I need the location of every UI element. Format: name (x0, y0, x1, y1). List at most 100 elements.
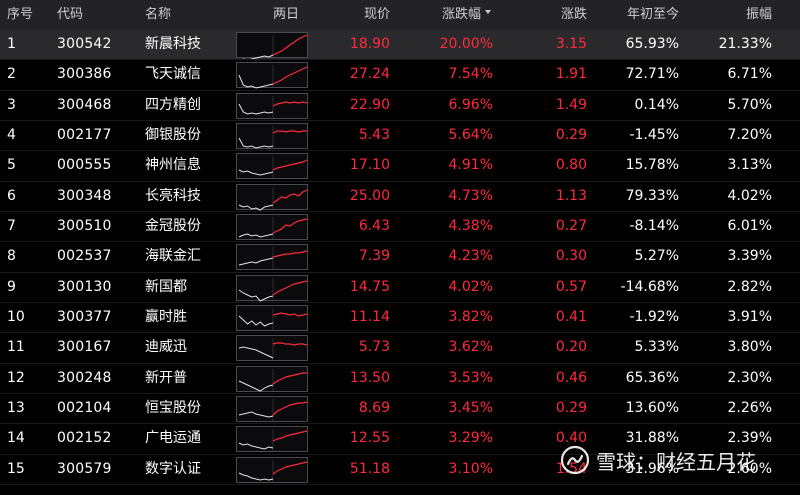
amplitude: 2.30% (727, 369, 772, 386)
two-day-sparkline (236, 183, 308, 211)
row-index: 15 (7, 460, 25, 477)
two-day-sparkline (236, 244, 308, 271)
stock-name: 四方精创 (145, 96, 201, 113)
change-amount: 0.80 (555, 157, 587, 174)
table-row[interactable]: 4 002177 御银股份 5.43 5.64% 0.29 -1.45% 7.20% (0, 121, 800, 152)
stock-name: 飞天诚信 (145, 66, 201, 83)
header-index[interactable]: 序号 (7, 7, 34, 22)
table-row[interactable]: 13 002104 恒宝股份 8.69 3.45% 0.29 13.60% 2.26% (0, 394, 800, 425)
row-index: 14 (7, 430, 25, 447)
table-row[interactable]: 6 300348 长亮科技 25.00 4.73% 1.13 79.33% 4.02% (0, 182, 800, 212)
change-percent: 4.23% (448, 248, 493, 265)
table-row[interactable]: 9 300130 新国都 14.75 4.02% 0.57 -14.68% 2.82% (0, 273, 800, 303)
table-row[interactable]: 2 300386 飞天诚信 27.24 7.54% 1.91 72.71% 6.71% (0, 60, 800, 91)
current-price: 51.18 (349, 460, 390, 477)
two-day-sparkline (236, 213, 308, 240)
two-day-sparkline (236, 32, 308, 64)
two-day-sparkline (236, 456, 308, 483)
ytd-change: -14.68% (620, 278, 679, 295)
table-row[interactable]: 12 300248 新开普 13.50 3.53% 0.46 65.36% 2.30% (0, 364, 800, 394)
stock-code: 300579 (57, 460, 112, 477)
table-row[interactable]: 8 002537 海联金汇 7.39 4.23% 0.30 5.27% 3.39% (0, 242, 800, 273)
amplitude: 6.01% (727, 217, 772, 234)
change-percent: 3.82% (448, 308, 493, 325)
table-row[interactable]: 7 300510 金冠股份 6.43 4.38% 0.27 -8.14% 6.01% (0, 212, 800, 243)
ytd-change: 5.27% (634, 248, 679, 265)
two-day-sparkline (236, 426, 308, 453)
stock-code: 002152 (57, 430, 112, 447)
two-day-sparkline (236, 62, 308, 89)
change-percent: 4.02% (448, 278, 493, 295)
stock-name: 新开普 (145, 369, 187, 386)
change-percent: 6.96% (448, 96, 493, 113)
stock-code: 002104 (57, 399, 112, 416)
ytd-change: 13.60% (625, 399, 679, 416)
header-name[interactable]: 名称 (145, 7, 172, 22)
watermark: 雪球：财经五月花 (560, 440, 756, 480)
amplitude: 2.60% (727, 460, 772, 477)
table-row[interactable]: 14 002152 广电运通 12.55 3.29% 0.40 31.88% 2.39% (0, 424, 800, 455)
ytd-change: 79.33% (625, 187, 679, 204)
stock-name: 海联金汇 (145, 248, 201, 265)
change-percent: 3.53% (448, 369, 493, 386)
stock-code: 300386 (57, 66, 112, 83)
current-price: 25.00 (349, 187, 390, 204)
change-amount: 0.41 (555, 308, 587, 325)
stock-name: 赢时胜 (145, 308, 187, 325)
two-day-sparkline (236, 153, 308, 180)
snowball-logo-icon (560, 445, 590, 475)
change-amount: 0.46 (555, 369, 587, 386)
header-ytd[interactable]: 年初至今 (626, 7, 679, 22)
current-price: 8.69 (358, 399, 390, 416)
header-change[interactable]: 涨跌 (560, 7, 587, 22)
table-row[interactable]: 3 300468 四方精创 22.90 6.96% 1.49 0.14% 5.70% (0, 91, 800, 121)
ytd-change: 15.78% (625, 157, 679, 174)
stock-code: 300468 (57, 96, 112, 113)
table-row[interactable]: 11 300167 迪威迅 5.73 3.62% 0.20 5.33% 3.80% (0, 333, 800, 364)
amplitude: 7.20% (727, 126, 772, 143)
amplitude: 5.70% (727, 96, 772, 113)
stock-table-body: 1 300542 新晨科技 18.90 20.00% 3.15 65.93% 21.33% 2 3… (0, 30, 800, 485)
ytd-change: 65.36% (625, 369, 679, 386)
row-index: 10 (7, 308, 25, 325)
stock-name: 金冠股份 (145, 217, 201, 234)
row-index: 13 (7, 399, 25, 416)
change-amount: 0.29 (555, 399, 587, 416)
header-change-pct-label: 涨跌幅 (441, 7, 481, 22)
change-amount: 3.15 (555, 36, 587, 52)
change-percent: 3.10% (448, 460, 493, 477)
current-price: 27.24 (349, 66, 390, 83)
header-change-pct[interactable]: 涨跌幅 (442, 0, 491, 30)
stock-code: 300130 (57, 278, 112, 295)
row-index: 5 (7, 157, 16, 174)
ytd-change: 5.33% (634, 339, 679, 356)
change-amount: 1.13 (555, 187, 587, 204)
change-percent: 4.38% (448, 217, 493, 234)
amplitude: 6.71% (727, 66, 772, 83)
table-row[interactable]: 5 000555 神州信息 17.10 4.91% 0.80 15.78% 3.13% (0, 151, 800, 182)
header-price[interactable]: 现价 (363, 7, 390, 22)
two-day-sparkline (236, 395, 308, 422)
ytd-change: -1.45% (629, 126, 679, 143)
header-two-day[interactable]: 两日 (273, 7, 300, 22)
header-code[interactable]: 代码 (57, 7, 84, 22)
watermark-text: 雪球：财经五月花 (596, 449, 756, 474)
ytd-change: 0.14% (634, 96, 679, 113)
amplitude: 3.39% (727, 248, 772, 265)
table-row[interactable]: 10 300377 赢时胜 11.14 3.82% 0.41 -1.92% 3.91% (0, 303, 800, 334)
change-percent: 3.29% (448, 430, 493, 447)
amplitude: 2.39% (727, 430, 772, 447)
row-index: 4 (7, 126, 16, 143)
ytd-change: 65.93% (625, 36, 679, 52)
table-row[interactable]: 1 300542 新晨科技 18.90 20.00% 3.15 65.93% 21.33% (0, 30, 800, 64)
stock-name: 御银股份 (145, 126, 201, 143)
current-price: 7.39 (358, 248, 390, 265)
header-amplitude[interactable]: 振幅 (745, 7, 772, 22)
stock-code: 300510 (57, 217, 112, 234)
current-price: 22.90 (349, 96, 390, 113)
ytd-change: 72.71% (625, 66, 679, 83)
current-price: 5.43 (358, 126, 390, 143)
amplitude: 21.33% (718, 36, 772, 52)
amplitude: 2.26% (727, 399, 772, 416)
ytd-change: 31.88% (625, 430, 679, 447)
